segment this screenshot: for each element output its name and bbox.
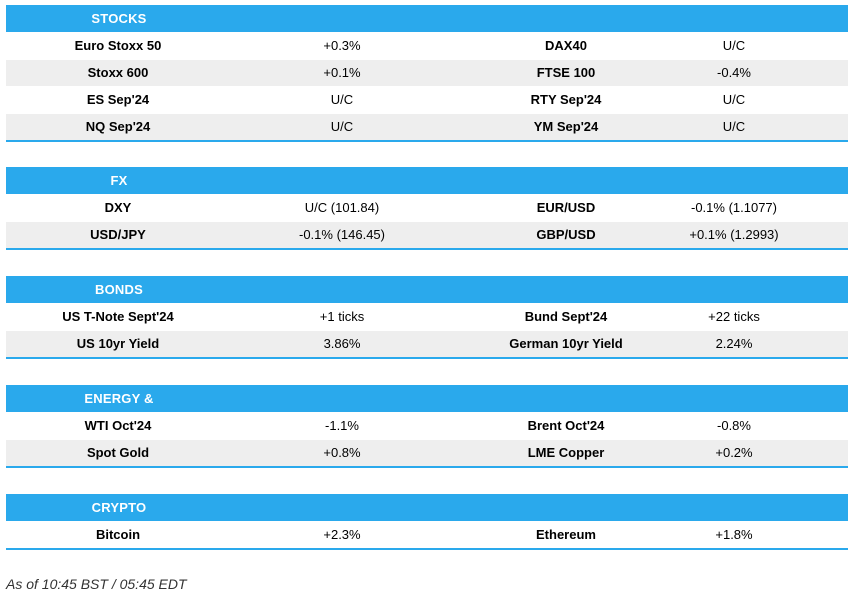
fx-table: FX DXY U/C (101.84) EUR/USD -0.1% (1.107…: [6, 167, 848, 250]
section-header: STOCKS: [6, 5, 848, 32]
instrument-value: +0.2%: [715, 445, 753, 460]
timestamp-note: As of 10:45 BST / 05:45 EDT: [6, 576, 187, 592]
instrument-name: YM Sep'24: [533, 119, 599, 134]
instrument-value: +0.1%: [323, 65, 361, 80]
stocks-table: STOCKS Euro Stoxx 50 +0.3% DAX40 U/C Sto…: [6, 5, 848, 142]
table-row: DXY U/C (101.84) EUR/USD -0.1% (1.1077): [6, 194, 848, 221]
instrument-value: -0.1% (146.45): [299, 227, 385, 242]
bonds-table: BONDS US T-Note Sept'24 +1 ticks Bund Se…: [6, 276, 848, 359]
energy-metals-table: ENERGY & METALS WTI Oct'24 -1.1% Brent O…: [6, 385, 848, 468]
table-row: Spot Gold +0.8% LME Copper +0.2%: [6, 439, 848, 468]
instrument-name: US T-Note Sept'24: [62, 309, 174, 324]
instrument-value: -0.1% (1.1077): [691, 200, 777, 215]
table-row: Bitcoin +2.3% Ethereum +1.8%: [6, 521, 848, 550]
instrument-value: U/C: [722, 38, 746, 53]
instrument-name: WTI Oct'24: [84, 418, 152, 433]
section-title: CRYPTO: [91, 500, 147, 515]
instrument-value: U/C (101.84): [304, 200, 380, 215]
table-row: Stoxx 600 +0.1% FTSE 100 -0.4%: [6, 59, 848, 86]
instrument-name: Stoxx 600: [87, 65, 149, 80]
instrument-value: -0.4%: [717, 65, 751, 80]
instrument-value: +0.1% (1.2993): [689, 227, 779, 242]
instrument-value: +2.3%: [323, 527, 361, 542]
table-row: Euro Stoxx 50 +0.3% DAX40 U/C: [6, 32, 848, 59]
instrument-name: Bund Sept'24: [524, 309, 608, 324]
instrument-value: U/C: [722, 92, 746, 107]
instrument-value: +0.8%: [323, 445, 361, 460]
section-title: ENERGY & METALS: [84, 391, 154, 433]
instrument-value: -1.1%: [325, 418, 359, 433]
crypto-table: CRYPTO Bitcoin +2.3% Ethereum +1.8%: [6, 494, 848, 550]
instrument-value: 3.86%: [323, 336, 361, 351]
instrument-value: U/C: [330, 119, 354, 134]
instrument-value: +1 ticks: [319, 309, 365, 324]
table-row: WTI Oct'24 -1.1% Brent Oct'24 -0.8%: [6, 412, 848, 439]
section-header: BONDS: [6, 276, 848, 303]
table-row: NQ Sep'24 U/C YM Sep'24 U/C: [6, 113, 848, 142]
instrument-name: Brent Oct'24: [527, 418, 605, 433]
table-row: US T-Note Sept'24 +1 ticks Bund Sept'24 …: [6, 303, 848, 330]
instrument-name: LME Copper: [527, 445, 605, 460]
instrument-value: +22 ticks: [708, 309, 760, 324]
instrument-name: US 10yr Yield: [76, 336, 160, 351]
section-title: BONDS: [95, 282, 143, 297]
instrument-name: FTSE 100: [536, 65, 596, 80]
instrument-name: German 10yr Yield: [509, 336, 623, 351]
instrument-value: U/C: [722, 119, 746, 134]
instrument-name: NQ Sep'24: [85, 119, 151, 134]
instrument-value: +0.3%: [323, 38, 361, 53]
table-row: US 10yr Yield 3.86% German 10yr Yield 2.…: [6, 330, 848, 359]
section-header: CRYPTO: [6, 494, 848, 521]
instrument-name: Spot Gold: [86, 445, 150, 460]
instrument-value: -0.8%: [717, 418, 751, 433]
section-title: STOCKS: [91, 11, 147, 26]
instrument-name: DAX40: [545, 38, 587, 53]
section-header: FX: [6, 167, 848, 194]
instrument-name: DXY: [104, 200, 132, 215]
instrument-name: Euro Stoxx 50: [74, 38, 162, 53]
instrument-name: ES Sep'24: [86, 92, 150, 107]
instrument-name: GBP/USD: [536, 227, 596, 242]
table-row: USD/JPY -0.1% (146.45) GBP/USD +0.1% (1.…: [6, 221, 848, 250]
instrument-value: U/C: [330, 92, 354, 107]
instrument-value: 2.24%: [715, 336, 753, 351]
instrument-name: EUR/USD: [536, 200, 596, 215]
instrument-value: +1.8%: [715, 527, 753, 542]
instrument-name: Ethereum: [536, 527, 596, 542]
table-row: ES Sep'24 U/C RTY Sep'24 U/C: [6, 86, 848, 113]
section-title: FX: [110, 173, 128, 188]
section-header: ENERGY & METALS: [6, 385, 848, 433]
instrument-name: RTY Sep'24: [530, 92, 602, 107]
instrument-name: USD/JPY: [90, 227, 146, 242]
instrument-name: Bitcoin: [95, 527, 141, 542]
